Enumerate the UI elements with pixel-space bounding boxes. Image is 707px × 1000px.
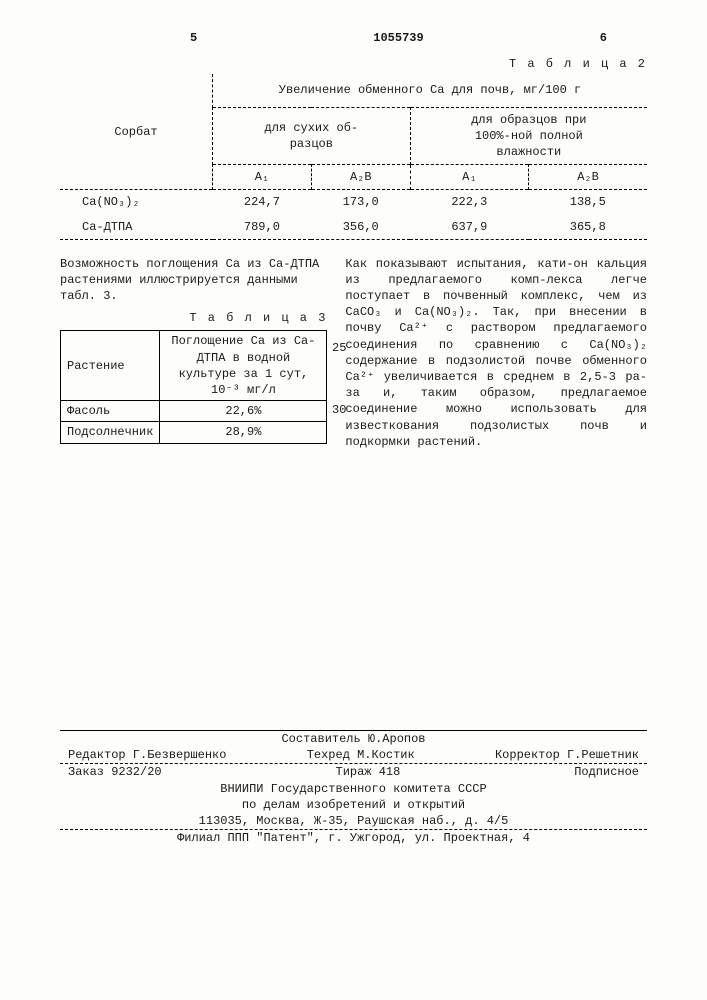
t2-r0-v2: 173,0 (311, 190, 410, 215)
t2-r1-v2: 356,0 (311, 215, 410, 240)
table2-label: Т а б л и ц а 2 (60, 56, 647, 72)
table3: Растение Поглощение Са из Са-ДТПА в водн… (60, 330, 327, 443)
line-marker-25: 25 (332, 340, 346, 356)
footer-tirazh: Тираж 418 (336, 764, 401, 780)
t2-c4: A₂B (529, 165, 647, 190)
t2-r1-v4: 365,8 (529, 215, 647, 240)
footer-block: Составитель Ю.Аропов Редактор Г.Безверше… (60, 730, 647, 846)
table3-label: Т а б л и ц а 3 (60, 310, 327, 326)
t2-c1: A₁ (213, 165, 312, 190)
t3-r0-val: 22,6% (160, 401, 327, 422)
line-marker-30: 30 (332, 402, 346, 418)
page-num-right: 6 (600, 30, 607, 46)
t3-r0-name: Фасоль (61, 401, 160, 422)
t2-r0-v4: 138,5 (529, 190, 647, 215)
page-header: 5 1055739 6 (60, 30, 647, 46)
page-num-left: 5 (190, 30, 197, 46)
t2-sorbat-header: Сорбат (60, 74, 213, 189)
t2-r1-v1: 789,0 (213, 215, 312, 240)
footer-sign: Подписное (574, 764, 639, 780)
left-column: Возможность поглощения Са из Са-ДТПА рас… (60, 256, 327, 450)
t2-r0-v1: 224,7 (213, 190, 312, 215)
t2-main-header: Увеличение обменного Са для почв, мг/100… (213, 74, 648, 107)
footer-corrector: Корректор Г.Решетник (495, 747, 639, 763)
footer-techred: Техред М.Костик (307, 747, 415, 763)
footer-org1: ВНИИПИ Государственного комитета СССР (60, 781, 647, 797)
t2-r1-v3: 637,9 (410, 215, 528, 240)
mid-left-intro: Возможность поглощения Са из Са-ДТПА рас… (60, 256, 327, 305)
t3-col1: Растение (61, 331, 160, 401)
footer-editor: Редактор Г.Безвершенко (68, 747, 226, 763)
table2: Сорбат Увеличение обменного Са для почв,… (60, 74, 647, 239)
footer-addr2: Филиал ППП "Патент", г. Ужгород, ул. Про… (60, 830, 647, 846)
t2-r0-v3: 222,3 (410, 190, 528, 215)
t3-r1-name: Подсолнечник (61, 422, 160, 443)
t3-col2: Поглощение Са из Са-ДТПА в водной культу… (160, 331, 327, 401)
t3-r1-val: 28,9% (160, 422, 327, 443)
right-column-text: Как показывают испытания, кати-он кальци… (345, 256, 647, 450)
footer-order: Заказ 9232/20 (68, 764, 162, 780)
t2-r1-sorbat: Са-ДТПА (60, 215, 213, 240)
t2-sub2: для образцов при 100%-ной полной влажнос… (410, 107, 647, 165)
footer-org2: по делам изобретений и открытий (60, 797, 647, 813)
footer-addr1: 113035, Москва, Ж-35, Раушская наб., д. … (60, 813, 647, 829)
t2-sub1: для сухих об- разцов (213, 107, 411, 165)
t2-c3: A₁ (410, 165, 528, 190)
doc-number: 1055739 (373, 30, 423, 46)
footer-compiler: Составитель Ю.Аропов (60, 731, 647, 747)
t2-c2: A₂B (311, 165, 410, 190)
t2-r0-sorbat: Ca(NO₃)₂ (60, 190, 213, 215)
